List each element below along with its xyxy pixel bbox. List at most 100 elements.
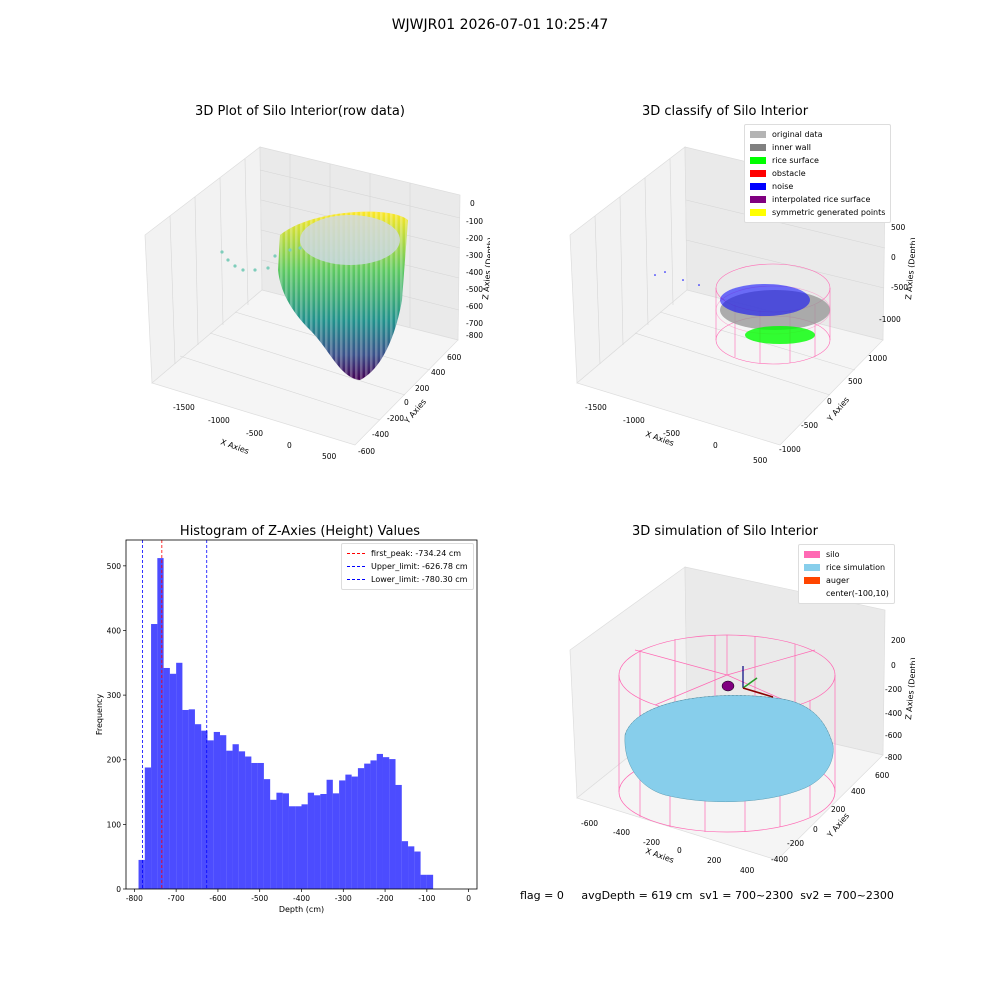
y-tick-label: 0 bbox=[116, 885, 121, 894]
y-tick: -400 bbox=[372, 430, 389, 439]
y-tick: 1000 bbox=[868, 354, 887, 363]
histogram-bar bbox=[257, 762, 264, 889]
histogram-bar bbox=[376, 753, 383, 889]
z-tick: 0 bbox=[470, 199, 475, 208]
status-line: flag = 0 avgDepth = 619 cm sv1 = 700~230… bbox=[520, 889, 894, 902]
histogram-bar bbox=[326, 779, 333, 889]
legend-item: auger bbox=[804, 574, 889, 587]
histogram-bar bbox=[382, 757, 390, 889]
legend-item: rice simulation bbox=[804, 561, 889, 574]
y-tick: 500 bbox=[848, 377, 863, 386]
x-tick: -1000 bbox=[208, 416, 230, 425]
z-tick: 0 bbox=[891, 661, 896, 670]
legend-swatch-noise bbox=[750, 183, 766, 190]
z-tick: -500 bbox=[891, 283, 908, 292]
histogram-bar bbox=[295, 806, 302, 889]
histogram-bar bbox=[414, 851, 421, 889]
y-tick-label: 100 bbox=[107, 820, 122, 829]
histogram-bar bbox=[182, 709, 189, 889]
histogram-bar bbox=[401, 841, 409, 889]
y-tick: 400 bbox=[431, 368, 446, 377]
histogram-bar bbox=[232, 744, 239, 889]
x-tick: -500 bbox=[246, 429, 263, 438]
histogram-bar bbox=[276, 792, 283, 889]
legend-item: Lower_limit: -780.30 cm bbox=[347, 573, 468, 586]
y-axis-label: Frequency bbox=[95, 694, 104, 736]
histogram-bar bbox=[245, 756, 252, 889]
x-tick: 0 bbox=[677, 846, 682, 855]
y-tick: 600 bbox=[447, 353, 462, 362]
z-tick: -800 bbox=[466, 331, 483, 340]
z-tick: -1000 bbox=[879, 315, 901, 324]
histogram-bar bbox=[332, 793, 340, 889]
y-tick: 0 bbox=[827, 397, 832, 406]
y-tick-label: 500 bbox=[107, 562, 122, 571]
legend-line-first-peak bbox=[347, 553, 365, 554]
figure-title: WJWJR01 2026-07-01 10:25:47 bbox=[391, 17, 609, 33]
legend-swatch-rice-surface bbox=[750, 157, 766, 164]
legend-item: first_peak: -734.24 cm bbox=[347, 547, 468, 560]
y-tick: -400 bbox=[771, 855, 788, 864]
z-tick: -200 bbox=[885, 685, 902, 694]
histogram-bar bbox=[282, 793, 289, 889]
z-tick: -700 bbox=[466, 319, 483, 328]
histogram-bar bbox=[144, 767, 152, 889]
histogram-bar bbox=[364, 763, 371, 889]
histogram-bar bbox=[176, 662, 183, 889]
z-axis-label: Z Axies (Depth) bbox=[904, 237, 915, 300]
x-tick-label: -200 bbox=[377, 894, 394, 903]
y-tick: 400 bbox=[851, 787, 866, 796]
x-tick-label: -600 bbox=[209, 894, 226, 903]
legend-swatch-silo bbox=[804, 551, 820, 558]
x-tick-label: -100 bbox=[418, 894, 435, 903]
histogram-bar bbox=[157, 558, 164, 889]
histogram-bar bbox=[163, 667, 170, 889]
legend-swatch-auger bbox=[804, 577, 820, 584]
x-tick: 0 bbox=[287, 441, 292, 450]
legend-item: rice surface bbox=[750, 154, 885, 167]
histogram-bar bbox=[151, 624, 158, 889]
histogram-bar bbox=[389, 759, 396, 889]
histogram-bar bbox=[220, 735, 227, 889]
histogram-bar bbox=[194, 724, 202, 889]
legend-swatch-symmetric bbox=[750, 209, 766, 216]
legend-swatch-rice-simulation bbox=[804, 564, 820, 571]
histogram-bar bbox=[408, 846, 415, 889]
legend-item: Upper_limit: -626.78 cm bbox=[347, 560, 468, 573]
histogram-bar bbox=[357, 768, 365, 889]
legend-swatch-obstacle bbox=[750, 170, 766, 177]
legend-line-upper bbox=[347, 566, 365, 567]
z-tick: -600 bbox=[885, 731, 902, 740]
legend-item: obstacle bbox=[750, 167, 885, 180]
x-axis-label: Depth (cm) bbox=[279, 905, 324, 914]
histogram-bar bbox=[169, 673, 177, 889]
histogram-bar bbox=[226, 750, 233, 889]
panel4-title: 3D simulation of Silo Interior bbox=[632, 524, 818, 539]
histogram-bar bbox=[351, 776, 358, 889]
x-tick: 500 bbox=[322, 452, 337, 461]
y-tick-label: 400 bbox=[107, 626, 122, 635]
histogram-bar bbox=[270, 799, 277, 889]
z-tick: -200 bbox=[466, 234, 483, 243]
legend-swatch-center bbox=[804, 590, 820, 597]
histogram-bar bbox=[201, 730, 208, 889]
x-tick-label: -300 bbox=[335, 894, 352, 903]
x-tick-label: -700 bbox=[168, 894, 185, 903]
y-tick: -200 bbox=[387, 414, 404, 423]
legend-item: noise bbox=[750, 180, 885, 193]
histogram-bar bbox=[345, 774, 352, 889]
histogram-bar bbox=[288, 806, 296, 889]
z-axis-label: Z Axies (Depth) bbox=[481, 237, 490, 300]
histogram-title: Histogram of Z-Axies (Height) Values bbox=[179, 524, 421, 539]
histogram-bar bbox=[420, 874, 427, 889]
histogram-bar bbox=[213, 731, 221, 889]
x-tick-label: -500 bbox=[251, 894, 268, 903]
histogram-legend: first_peak: -734.24 cm Upper_limit: -626… bbox=[341, 543, 474, 590]
histogram-bar bbox=[307, 792, 315, 889]
legend-item: interpolated rice surface bbox=[750, 193, 885, 206]
legend-item: center(-100,10) bbox=[804, 587, 889, 600]
x-axis-label: X Axies bbox=[219, 437, 250, 456]
x-tick: 500 bbox=[753, 456, 768, 465]
x-tick: -500 bbox=[663, 429, 680, 438]
legend-item: inner wall bbox=[750, 141, 885, 154]
